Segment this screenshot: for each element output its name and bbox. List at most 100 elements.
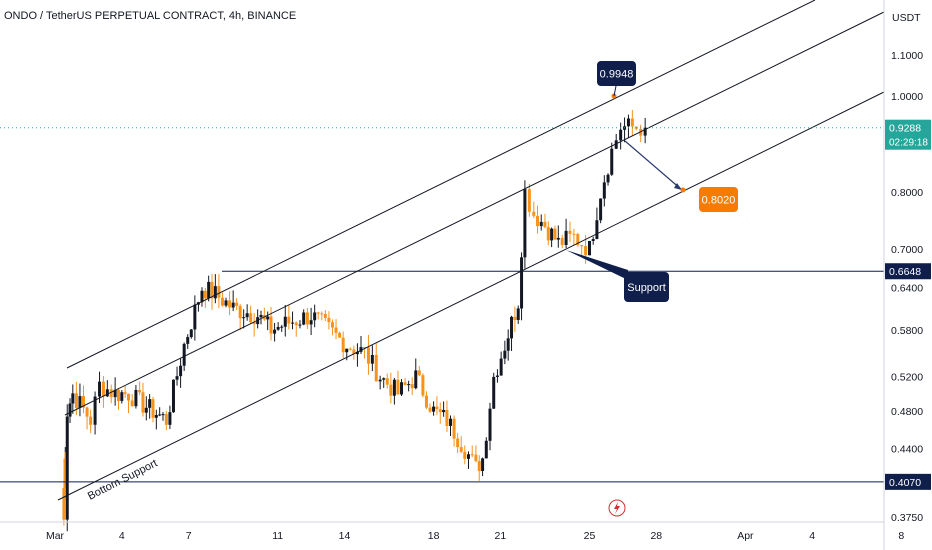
candle[interactable] xyxy=(503,350,507,359)
support-callout[interactable]: Support xyxy=(624,272,669,302)
candle[interactable] xyxy=(302,312,306,325)
candle[interactable] xyxy=(134,389,138,407)
candle[interactable] xyxy=(459,447,463,452)
candle[interactable] xyxy=(414,370,418,389)
candle[interactable] xyxy=(235,302,239,306)
candle[interactable] xyxy=(495,375,499,377)
last-price-label-box[interactable] xyxy=(885,119,931,150)
candle[interactable] xyxy=(564,230,568,246)
candle[interactable] xyxy=(587,240,591,256)
candle[interactable] xyxy=(556,237,560,240)
candle[interactable] xyxy=(359,347,363,352)
candle[interactable] xyxy=(207,281,211,299)
candle[interactable] xyxy=(546,227,550,241)
candle[interactable] xyxy=(643,127,647,136)
candle[interactable] xyxy=(238,305,242,319)
candle[interactable] xyxy=(463,451,467,459)
candle[interactable] xyxy=(576,234,580,246)
candle[interactable] xyxy=(269,316,273,334)
candle[interactable] xyxy=(161,414,165,416)
candle[interactable] xyxy=(120,392,124,401)
candle[interactable] xyxy=(179,365,183,377)
candle[interactable] xyxy=(154,415,158,418)
candle[interactable] xyxy=(164,414,168,425)
candle[interactable] xyxy=(572,233,576,235)
candle[interactable] xyxy=(532,211,536,216)
candle[interactable] xyxy=(421,375,425,396)
candle[interactable] xyxy=(610,148,614,175)
candle[interactable] xyxy=(327,317,331,323)
candle[interactable] xyxy=(116,389,120,401)
candle[interactable] xyxy=(266,316,270,320)
candle[interactable] xyxy=(200,290,204,303)
candle[interactable] xyxy=(287,316,291,324)
candle[interactable] xyxy=(305,312,309,325)
candle[interactable] xyxy=(523,189,527,258)
candle[interactable] xyxy=(432,406,436,412)
candle[interactable] xyxy=(602,182,606,199)
candle[interactable] xyxy=(452,418,456,439)
candle[interactable] xyxy=(182,343,186,366)
candle[interactable] xyxy=(85,407,89,417)
candle[interactable] xyxy=(428,407,432,412)
candle[interactable] xyxy=(273,329,277,334)
candle[interactable] xyxy=(252,322,256,325)
candle[interactable] xyxy=(82,396,86,408)
candle[interactable] xyxy=(213,286,217,299)
candle[interactable] xyxy=(626,118,630,127)
candle[interactable] xyxy=(280,326,284,328)
candle[interactable] xyxy=(323,314,327,318)
candle[interactable] xyxy=(396,379,400,395)
candle[interactable] xyxy=(466,454,470,459)
candle[interactable] xyxy=(516,308,520,320)
candle[interactable] xyxy=(363,347,367,349)
candle[interactable] xyxy=(224,300,228,306)
candle[interactable] xyxy=(228,300,232,308)
candle[interactable] xyxy=(63,458,67,488)
candle[interactable] xyxy=(539,221,543,227)
candle[interactable] xyxy=(435,406,439,410)
candle[interactable] xyxy=(74,393,78,408)
candle[interactable] xyxy=(291,322,295,324)
candle[interactable] xyxy=(193,304,197,330)
candle[interactable] xyxy=(595,220,599,240)
candle[interactable] xyxy=(62,487,66,520)
candle[interactable] xyxy=(93,396,97,425)
candle[interactable] xyxy=(242,317,246,319)
target-callout[interactable]: 0.8020 xyxy=(699,187,738,212)
channel-upper-line[interactable] xyxy=(66,0,816,369)
candle[interactable] xyxy=(568,230,572,234)
candle[interactable] xyxy=(109,389,113,398)
candle[interactable] xyxy=(210,281,214,299)
candle[interactable] xyxy=(370,354,374,364)
candle[interactable] xyxy=(316,312,320,314)
candle[interactable] xyxy=(220,297,224,306)
level-label-lower-box[interactable] xyxy=(885,473,931,490)
candle[interactable] xyxy=(298,324,302,326)
candle[interactable] xyxy=(488,408,492,441)
currency-label[interactable]: USDT xyxy=(892,12,921,24)
candle[interactable] xyxy=(591,239,595,241)
candle[interactable] xyxy=(355,351,359,355)
candle[interactable] xyxy=(520,257,524,309)
candle[interactable] xyxy=(484,440,488,459)
candle[interactable] xyxy=(403,382,407,385)
level-label-upper-box[interactable] xyxy=(885,263,931,280)
candle[interactable] xyxy=(527,189,531,212)
candle[interactable] xyxy=(217,286,221,298)
candle[interactable] xyxy=(492,376,496,409)
candle[interactable] xyxy=(141,392,145,413)
candle[interactable] xyxy=(151,399,155,418)
candle[interactable] xyxy=(175,376,179,380)
candle[interactable] xyxy=(499,358,503,376)
candle[interactable] xyxy=(366,347,370,364)
candle[interactable] xyxy=(348,348,352,350)
candle[interactable] xyxy=(513,316,517,320)
candle[interactable] xyxy=(309,320,313,325)
candle[interactable] xyxy=(352,349,356,355)
candle[interactable] xyxy=(130,400,134,407)
candle[interactable] xyxy=(630,118,634,127)
time-axis[interactable]: Mar 4 7 11 14 18 21 25 28 Apr 4 8 xyxy=(0,521,904,542)
candle[interactable] xyxy=(168,412,172,425)
candle[interactable] xyxy=(245,313,249,318)
